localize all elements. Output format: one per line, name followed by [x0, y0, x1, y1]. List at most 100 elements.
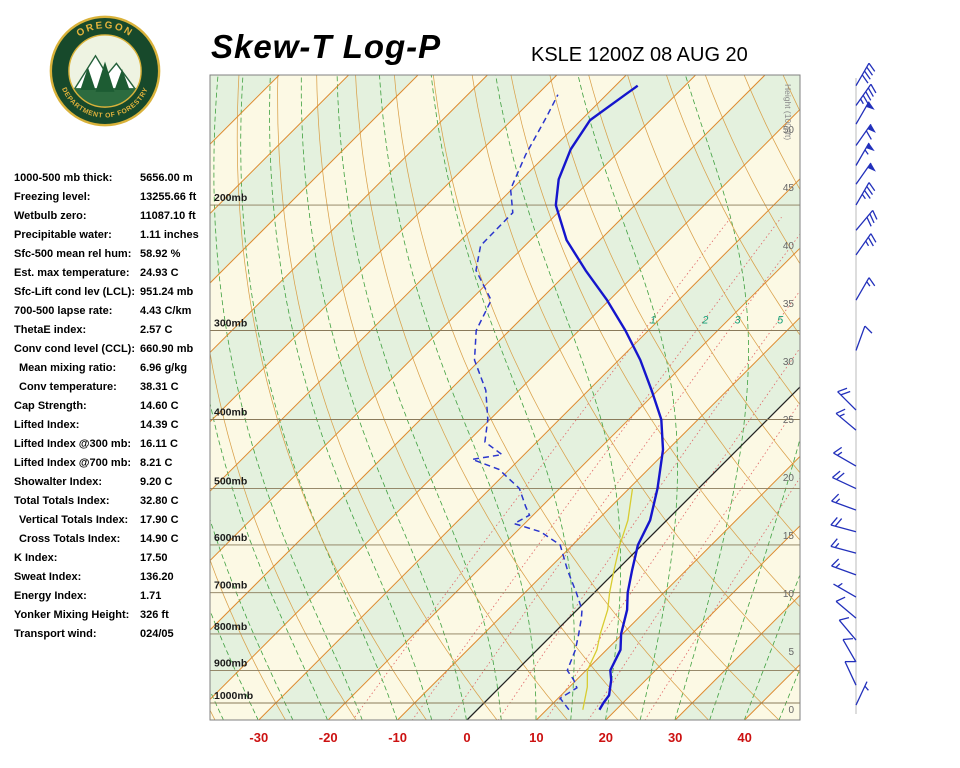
stat-label: 1000-500 mb thick:	[14, 172, 113, 184]
temperature-tick-label: -10	[388, 730, 407, 745]
stat-row: Sfc-500 mean rel hum: 58.92 %	[14, 245, 214, 264]
stat-row: Lifted Index: 14.39 C	[14, 416, 214, 435]
stat-row: Mean mixing ratio: 6.96 g/kg	[14, 359, 214, 378]
wind-barb	[831, 493, 857, 511]
wind-barb	[833, 446, 857, 467]
height-tick-label: 50	[783, 125, 795, 136]
stat-row: Showalter Index: 9.20 C	[14, 473, 214, 492]
height-tick-label: 10	[783, 589, 795, 600]
stat-label: Energy Index:	[14, 590, 87, 602]
height-tick-label: 0	[788, 705, 794, 716]
stat-value: 8.21 C	[140, 457, 173, 469]
dry-adiabats	[210, 75, 800, 720]
wind-barb	[835, 408, 857, 431]
stat-row: Wetbulb zero: 11087.10 ft	[14, 207, 214, 226]
stat-label: Freezing level:	[14, 191, 91, 203]
wind-barb	[855, 123, 876, 146]
height-tick-label: 40	[783, 241, 795, 252]
wind-barb	[835, 596, 857, 619]
logo-inner-border	[68, 34, 142, 108]
indices-panel: 1000-500 mb thick: 5656.00 m Freezing leve…	[14, 169, 214, 644]
stat-label: Sweat Index:	[14, 571, 82, 583]
dewpoint-curve	[469, 94, 583, 711]
pressure-label: 200mb	[214, 192, 247, 204]
height-tick-label: 25	[783, 415, 795, 426]
wind-barb	[830, 538, 857, 554]
pressure-label: 400mb	[214, 407, 247, 419]
stat-value: 1.11 inches	[140, 229, 199, 241]
pressure-lines: 200mb 300mb 400mb 500mb 600mb 700mb 800mb 900mb…	[210, 192, 800, 704]
stat-value: 14.90 C	[140, 533, 179, 545]
stat-label: Cap Strength:	[14, 400, 87, 412]
wind-barb	[831, 558, 857, 576]
stat-label: Yonker Mixing Height:	[14, 609, 130, 621]
mixing-ratio-label: 3	[735, 314, 742, 326]
temperature-tick-label: 0	[463, 730, 470, 745]
stat-value: 11087.10 ft	[140, 210, 196, 222]
wind-barbs-group	[830, 62, 878, 714]
stat-label: K Index:	[14, 552, 58, 564]
stat-label: Conv cond level (CCL):	[14, 343, 136, 355]
stat-label: Est. max temperature:	[14, 267, 130, 279]
temperature-tick-label: 20	[599, 730, 613, 745]
odf-logo: OREGON DEPARTMENT OF FORESTRY	[49, 15, 161, 127]
stat-label: Vertical Totals Index:	[19, 514, 129, 526]
stat-value: 2.57 C	[140, 324, 173, 336]
pressure-label: 1000mb	[214, 690, 253, 702]
sounding-profiles	[469, 84, 665, 711]
mixing-ratio-label: 1	[650, 314, 656, 326]
stat-value: 024/05	[140, 628, 174, 640]
mixing-ratio-lines	[352, 216, 800, 720]
height-tick-label: 20	[783, 473, 795, 484]
stat-row: 700-500 lapse rate: 4.43 C/km	[14, 302, 214, 321]
wind-barb	[855, 62, 876, 87]
height-tick-label: 35	[783, 299, 795, 310]
stat-value: 17.90 C	[140, 514, 179, 526]
stat-label: Precipitable water:	[14, 229, 112, 241]
temperature-tick-label: -20	[319, 730, 338, 745]
pressure-label: 800mb	[214, 621, 247, 633]
pressure-label: 900mb	[214, 657, 247, 669]
stat-value: 14.39 C	[140, 419, 179, 431]
stat-label: Conv temperature:	[19, 381, 117, 393]
stat-value: 32.80 C	[140, 495, 179, 507]
stat-label: Sfc-500 mean rel hum:	[14, 248, 132, 260]
wind-barb	[855, 83, 877, 106]
stat-label: Lifted Index @300 mb:	[14, 438, 132, 450]
chart-border	[209, 74, 801, 721]
height-tick-label: 45	[783, 183, 795, 194]
stat-label: Mean mixing ratio:	[19, 362, 117, 374]
wind-barb	[855, 233, 877, 256]
height-tick-label: 15	[783, 531, 795, 542]
wind-barb	[855, 681, 869, 706]
mixing-ratio-labels: 1 2 3 5	[650, 314, 784, 326]
stat-label: Wetbulb zero:	[14, 210, 87, 222]
stat-row: Vertical Totals Index: 17.90 C	[14, 511, 214, 530]
stat-row: Precipitable water: 1.11 inches	[14, 226, 214, 245]
stat-value: 16.11 C	[140, 438, 178, 450]
mixing-ratio-label: 2	[701, 314, 708, 326]
temperature-axis: -30 -20 -10 0 10 20 30 40	[249, 730, 751, 745]
stat-label: ThetaE index:	[14, 324, 87, 336]
wind-barb	[838, 616, 857, 641]
wind-barb	[833, 582, 857, 598]
stat-row: Lifted Index @300 mb: 16.11 C	[14, 435, 214, 454]
stat-row: Conv temperature: 38.31 C	[14, 378, 214, 397]
station-datetime: KSLE 1200Z 08 AUG 20	[531, 44, 748, 66]
stat-value: 660.90 mb	[140, 343, 194, 355]
pressure-label: 700mb	[214, 580, 247, 592]
plot-area	[210, 75, 800, 720]
stat-value: 24.93 C	[140, 267, 179, 279]
stat-value: 38.31 C	[140, 381, 179, 393]
stat-value: 1.71	[140, 590, 162, 602]
temperature-tick-label: 40	[737, 730, 751, 745]
stat-row: 1000-500 mb thick: 5656.00 m	[14, 169, 214, 188]
temperature-tick-label: 10	[529, 730, 543, 745]
wind-barb	[855, 101, 875, 125]
stat-row: K Index: 17.50	[14, 549, 214, 568]
wind-barb	[855, 209, 878, 231]
stat-row: Transport wind: 024/05	[14, 625, 214, 644]
stat-value: 5656.00 m	[140, 172, 193, 184]
wind-barb	[855, 277, 876, 301]
